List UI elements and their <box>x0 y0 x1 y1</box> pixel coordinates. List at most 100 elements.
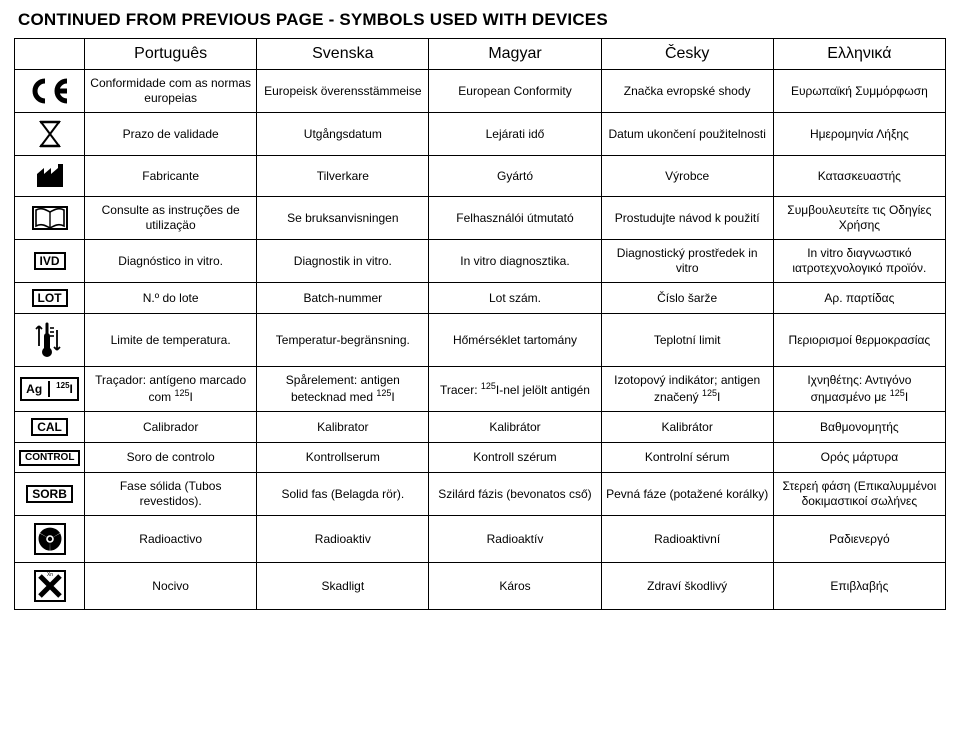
cell-hu: Radioaktív <box>429 516 601 563</box>
cell-cs: Výrobce <box>601 156 773 197</box>
cell-el: Στερεή φάση (Επικαλυμμένοι δοκιμαστικοί … <box>773 473 945 516</box>
cell-hu: Kalibrátor <box>429 412 601 443</box>
cell-el: Ορός μάρτυρα <box>773 443 945 473</box>
cell-cs: Číslo šarže <box>601 283 773 314</box>
cell-hu: Hőmérséklet tartomány <box>429 314 601 367</box>
cell-hu: Szilárd fázis (bevonatos cső) <box>429 473 601 516</box>
cell-pt: Radioactivo <box>85 516 257 563</box>
cell-sv: Kalibrator <box>257 412 429 443</box>
cal-icon: CAL <box>15 412 85 443</box>
table-row: Xn Nocivo Skadligt Káros Zdraví škodlivý… <box>15 563 946 610</box>
cell-el: Επιβλαβής <box>773 563 945 610</box>
table-row: CAL Calibrador Kalibrator Kalibrátor Kal… <box>15 412 946 443</box>
consult-instructions-icon <box>15 197 85 240</box>
cell-cs: Zdraví škodlivý <box>601 563 773 610</box>
sorb-icon: SORB <box>15 473 85 516</box>
cell-el: Ευρωπαϊκή Συμμόρφωση <box>773 70 945 113</box>
cell-cs: Diagnostický prostředek in vitro <box>601 240 773 283</box>
cell-pt: Calibrador <box>85 412 257 443</box>
cell-hu: Lejárati idő <box>429 113 601 156</box>
cell-cs: Prostudujte návod k použití <box>601 197 773 240</box>
ivd-label: IVD <box>34 252 66 270</box>
ivd-icon: IVD <box>15 240 85 283</box>
cell-sv: Kontrollserum <box>257 443 429 473</box>
cell-pt: Fabricante <box>85 156 257 197</box>
cell-el: Βαθμονομητής <box>773 412 945 443</box>
cell-el: Αρ. παρτίδας <box>773 283 945 314</box>
cell-pt: Prazo de validade <box>85 113 257 156</box>
cell-el: Κατασκευαστής <box>773 156 945 197</box>
cell-cs: Teplotní limit <box>601 314 773 367</box>
cell-hu: European Conformity <box>429 70 601 113</box>
cell-pt: Diagnóstico in vitro. <box>85 240 257 283</box>
table-row: Fabricante Tilverkare Gyártó Výrobce Κατ… <box>15 156 946 197</box>
cell-cs: Kontrolní sérum <box>601 443 773 473</box>
cell-el: Περιορισμοί θερμοκρασίας <box>773 314 945 367</box>
header-cs: Česky <box>601 39 773 70</box>
cell-hu: Felhasználói útmutató <box>429 197 601 240</box>
table-row: SORB Fase sólida (Tubos revestidos). Sol… <box>15 473 946 516</box>
header-pt: Português <box>85 39 257 70</box>
cell-hu: In vitro diagnosztika. <box>429 240 601 283</box>
cell-sv: Spårelement: antigen betecknad med 125I <box>257 367 429 412</box>
cell-el: Συμβουλευτείτε τις Οδηγίες Χρήσης <box>773 197 945 240</box>
cell-sv: Solid fas (Belagda rör). <box>257 473 429 516</box>
ag-label-box: Ag 125I <box>20 377 79 401</box>
table-row: LOT N.º do lote Batch-nummer Lot szám. Č… <box>15 283 946 314</box>
lot-icon: LOT <box>15 283 85 314</box>
cal-label: CAL <box>31 418 68 436</box>
cell-cs: Datum ukončení použitelnosti <box>601 113 773 156</box>
cell-cs: Kalibrátor <box>601 412 773 443</box>
ag-125i-icon: Ag 125I <box>15 367 85 412</box>
i125-text: 125I <box>56 381 73 397</box>
table-row: Consulte as instruções de utilizaçäo Se … <box>15 197 946 240</box>
cell-sv: Batch-nummer <box>257 283 429 314</box>
table-row: IVD Diagnóstico in vitro. Diagnostik in … <box>15 240 946 283</box>
cell-sv: Europeisk överensstämmeise <box>257 70 429 113</box>
cell-pt: Consulte as instruções de utilizaçäo <box>85 197 257 240</box>
header-sv: Svenska <box>257 39 429 70</box>
cell-el: Ημερομηνία Λήξης <box>773 113 945 156</box>
cell-pt: Conformidade com as normas europeias <box>85 70 257 113</box>
cell-hu: Gyártó <box>429 156 601 197</box>
cell-pt: Nocivo <box>85 563 257 610</box>
cell-pt: Soro de controlo <box>85 443 257 473</box>
page-title: CONTINUED FROM PREVIOUS PAGE - SYMBOLS U… <box>18 10 946 30</box>
table-row: Limite de temperatura. Temperatur-begrän… <box>15 314 946 367</box>
table-row: CONTROL Soro de controlo Kontrollserum K… <box>15 443 946 473</box>
radioactive-icon <box>15 516 85 563</box>
cell-sv: Radioaktiv <box>257 516 429 563</box>
table-row: Conformidade com as normas europeias Eur… <box>15 70 946 113</box>
symbols-table: Português Svenska Magyar Česky Ελληνικά … <box>14 38 946 610</box>
ag-text: Ag <box>26 382 42 397</box>
table-header: Português Svenska Magyar Česky Ελληνικά <box>15 39 946 70</box>
control-icon: CONTROL <box>15 443 85 473</box>
table-row: Ag 125I Traçador: antígeno marcado com 1… <box>15 367 946 412</box>
cell-el: In vitro διαγνωστικό ιατροτεχνολογικό πρ… <box>773 240 945 283</box>
manufacturer-icon <box>15 156 85 197</box>
temperature-limit-icon <box>15 314 85 367</box>
harmful-icon: Xn <box>15 563 85 610</box>
cell-sv: Diagnostik in vitro. <box>257 240 429 283</box>
header-hu: Magyar <box>429 39 601 70</box>
cell-pt: Fase sólida (Tubos revestidos). <box>85 473 257 516</box>
sorb-label: SORB <box>26 485 73 503</box>
cell-cs: Značka evropské shody <box>601 70 773 113</box>
cell-hu: Kontroll szérum <box>429 443 601 473</box>
cell-sv: Utgångsdatum <box>257 113 429 156</box>
cell-hu: Tracer: 125I-nel jelölt antigén <box>429 367 601 412</box>
cell-hu: Káros <box>429 563 601 610</box>
header-blank <box>15 39 85 70</box>
svg-text:Xn: Xn <box>46 572 52 578</box>
cell-sv: Skadligt <box>257 563 429 610</box>
cell-el: Ραδιενεργό <box>773 516 945 563</box>
cell-cs: Izotopový indikátor; antigen značený 125… <box>601 367 773 412</box>
hourglass-icon <box>15 113 85 156</box>
table-row: Radioactivo Radioaktiv Radioaktív Radioa… <box>15 516 946 563</box>
cell-sv: Se bruksanvisningen <box>257 197 429 240</box>
cell-cs: Radioaktivní <box>601 516 773 563</box>
cell-cs: Pevná fáze (potažené korálky) <box>601 473 773 516</box>
cell-pt: N.º do lote <box>85 283 257 314</box>
cell-sv: Temperatur-begränsning. <box>257 314 429 367</box>
control-label: CONTROL <box>19 450 80 466</box>
